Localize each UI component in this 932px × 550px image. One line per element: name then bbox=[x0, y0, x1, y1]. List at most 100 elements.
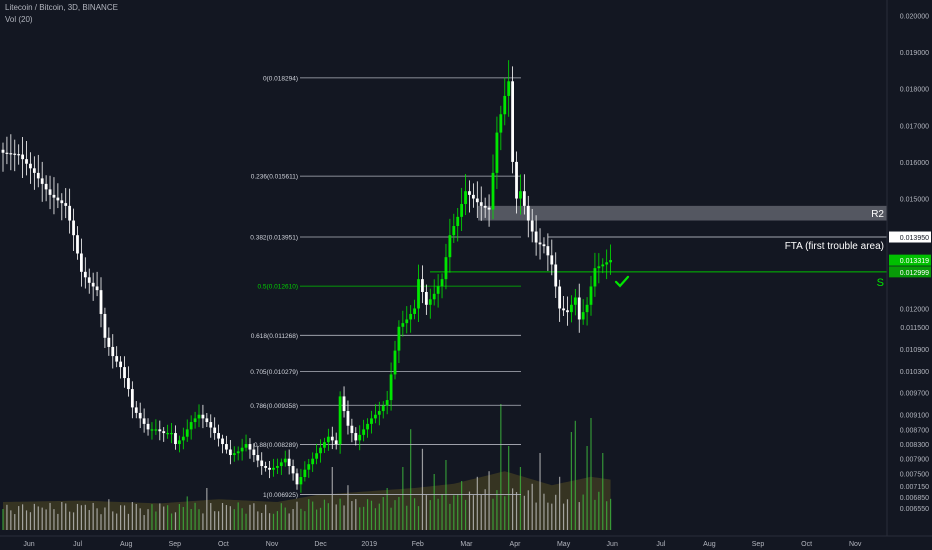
candle-body bbox=[468, 191, 471, 195]
candle-body bbox=[201, 414, 205, 419]
fib-retracement[interactable]: 0(0.018294) 0.236(0.015611) 0.382(0.013951… bbox=[250, 75, 521, 499]
volume-bar bbox=[578, 502, 580, 530]
candle-body bbox=[80, 253, 83, 272]
price-tick-label: 0.007500 bbox=[900, 471, 929, 478]
volume-bar bbox=[25, 510, 28, 530]
candle-body bbox=[526, 205, 530, 221]
price-tick-label: 0.013319 bbox=[900, 258, 929, 265]
volume-bar bbox=[276, 511, 278, 530]
candle-body bbox=[499, 114, 503, 133]
candle-body bbox=[413, 308, 416, 314]
volume-bar bbox=[339, 498, 341, 530]
candle-body bbox=[542, 244, 546, 247]
price-tick-label: 0.008300 bbox=[900, 442, 929, 449]
time-tick-label: Oct bbox=[218, 541, 229, 548]
candle-body bbox=[507, 81, 511, 96]
fib-level-label: 0.382(0.013951) bbox=[250, 234, 298, 241]
volume-bar bbox=[562, 503, 565, 530]
candle-body bbox=[573, 297, 577, 305]
candle-body bbox=[366, 423, 369, 430]
price-axis[interactable]: 0.020000 0.019000 0.018000 0.017000 0.016000… bbox=[889, 13, 931, 513]
volume-bar bbox=[539, 453, 541, 530]
candle-body bbox=[566, 310, 569, 313]
volume-bar bbox=[257, 511, 259, 530]
volume-bar bbox=[610, 498, 612, 530]
candle-body bbox=[503, 95, 507, 115]
candle-body bbox=[29, 163, 32, 169]
candle-body bbox=[174, 433, 177, 445]
candle-body bbox=[9, 153, 13, 155]
volume-bar bbox=[120, 505, 122, 530]
price-tick-label: 0.006850 bbox=[900, 495, 929, 502]
time-tick-label: Aug bbox=[703, 541, 716, 548]
volume-bar bbox=[574, 420, 576, 530]
time-tick-label: Aug bbox=[120, 541, 133, 548]
candle-body bbox=[225, 444, 228, 450]
volume-bar bbox=[586, 446, 588, 530]
resistance-zone-r2[interactable] bbox=[478, 205, 887, 221]
candle-body bbox=[189, 422, 193, 430]
candle-body bbox=[319, 447, 322, 454]
price-tick-label: 0.010300 bbox=[900, 369, 929, 376]
candle-body bbox=[130, 389, 134, 408]
candle-body bbox=[217, 433, 220, 439]
volume-bar bbox=[414, 498, 416, 530]
volume-indicator-label: Vol (20) bbox=[5, 15, 33, 24]
volume-bar bbox=[33, 503, 35, 530]
candle-body bbox=[436, 286, 440, 294]
symbol-title: Litecoin / Bitcoin, 3D, BINANCE bbox=[5, 3, 118, 12]
volume-bar bbox=[390, 507, 392, 530]
price-tick-label: 0.020000 bbox=[900, 13, 929, 20]
volume-bar bbox=[61, 502, 63, 530]
candle-body bbox=[323, 442, 326, 448]
time-tick-label: Sep bbox=[752, 541, 765, 548]
volume-bar bbox=[566, 499, 569, 530]
volume-bar bbox=[72, 512, 75, 530]
volume-bar bbox=[598, 491, 600, 530]
volume-bar bbox=[504, 496, 506, 530]
candle-body bbox=[554, 264, 558, 287]
volume-bar bbox=[398, 496, 400, 530]
price-tick-label: 0.010900 bbox=[900, 347, 929, 354]
candle-body bbox=[209, 422, 213, 428]
candle-body bbox=[72, 220, 75, 236]
volume-bar bbox=[319, 507, 322, 530]
volume-bar bbox=[590, 418, 592, 530]
candle-body bbox=[25, 159, 28, 164]
volume-bar bbox=[508, 446, 510, 530]
volume-bar bbox=[304, 511, 306, 530]
candle-body bbox=[428, 299, 432, 305]
candle-body bbox=[330, 436, 334, 441]
candle-body bbox=[495, 132, 499, 173]
candle-body bbox=[240, 447, 244, 452]
time-tick-label: Sep bbox=[169, 541, 182, 548]
time-tick-label: Nov bbox=[849, 541, 862, 548]
volume-bar bbox=[296, 501, 298, 530]
candle-body bbox=[36, 172, 40, 179]
candle-body bbox=[385, 400, 389, 406]
volume-bar bbox=[96, 508, 98, 530]
candle-body bbox=[40, 178, 44, 184]
candle-body bbox=[221, 438, 224, 445]
time-tick-label: May bbox=[557, 541, 571, 548]
volume-bar bbox=[104, 507, 106, 530]
time-tick-label: Jun bbox=[23, 541, 34, 548]
volume-bar bbox=[210, 503, 212, 530]
volume-bar bbox=[374, 508, 376, 530]
price-tick-label: 0.015000 bbox=[900, 197, 929, 204]
volume-bar bbox=[606, 501, 608, 530]
volume-bar bbox=[233, 509, 235, 530]
volume-bar bbox=[84, 504, 86, 530]
candle-body bbox=[268, 467, 271, 470]
candle-body bbox=[511, 81, 514, 162]
volume-bar bbox=[555, 494, 557, 530]
candle-body bbox=[401, 323, 405, 327]
candle-body bbox=[119, 361, 122, 368]
volume-bar bbox=[253, 503, 255, 530]
volume-bar bbox=[312, 501, 314, 530]
volume-bar bbox=[394, 500, 396, 530]
volume-bar bbox=[308, 499, 310, 530]
time-axis[interactable]: Jun Jul Aug Sep Oct Nov Dec 2019 Feb Mar Apr May Jun… bbox=[23, 541, 862, 548]
volume-bar bbox=[6, 504, 8, 530]
